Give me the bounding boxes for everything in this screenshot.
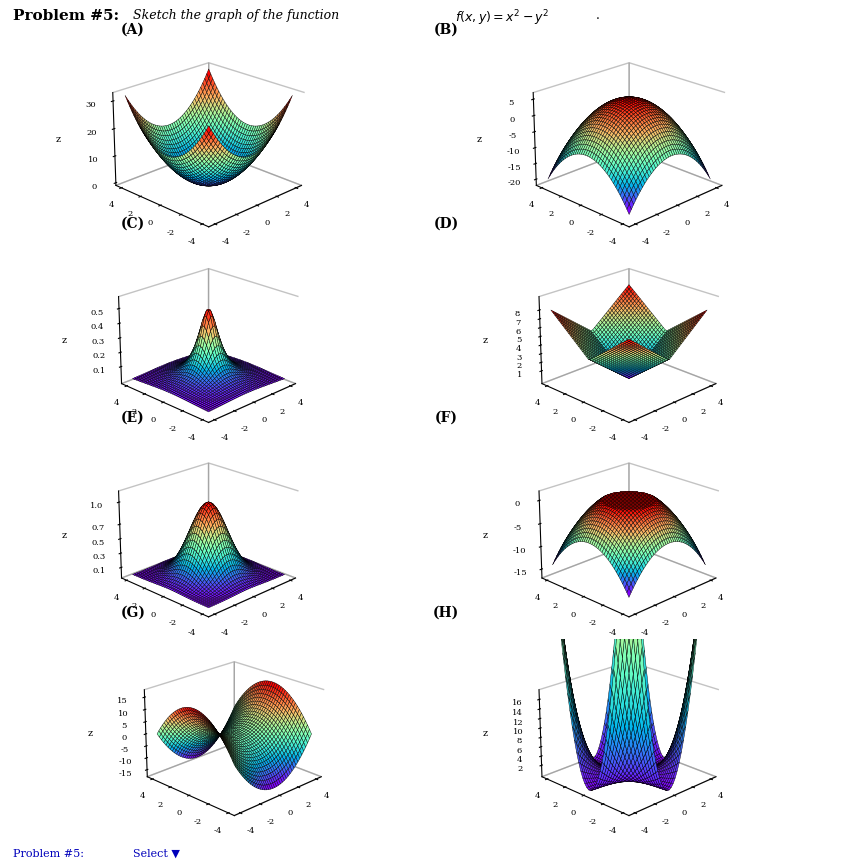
Text: (D): (D) xyxy=(433,217,459,231)
Text: Problem #5:: Problem #5: xyxy=(13,9,119,22)
Text: (A): (A) xyxy=(121,22,145,36)
Text: (E): (E) xyxy=(121,411,145,425)
Text: $f(x, y) = x^2 - y^2$: $f(x, y) = x^2 - y^2$ xyxy=(455,9,549,29)
Text: (H): (H) xyxy=(433,606,459,619)
Text: (C): (C) xyxy=(121,217,145,231)
Text: (F): (F) xyxy=(435,411,457,425)
Text: (G): (G) xyxy=(120,606,146,619)
Text: Problem #5:: Problem #5: xyxy=(13,848,84,859)
Text: Select ▼: Select ▼ xyxy=(133,848,180,859)
Text: .: . xyxy=(596,9,601,22)
Text: (B): (B) xyxy=(434,22,458,36)
Text: Sketch the graph of the function: Sketch the graph of the function xyxy=(133,9,343,22)
